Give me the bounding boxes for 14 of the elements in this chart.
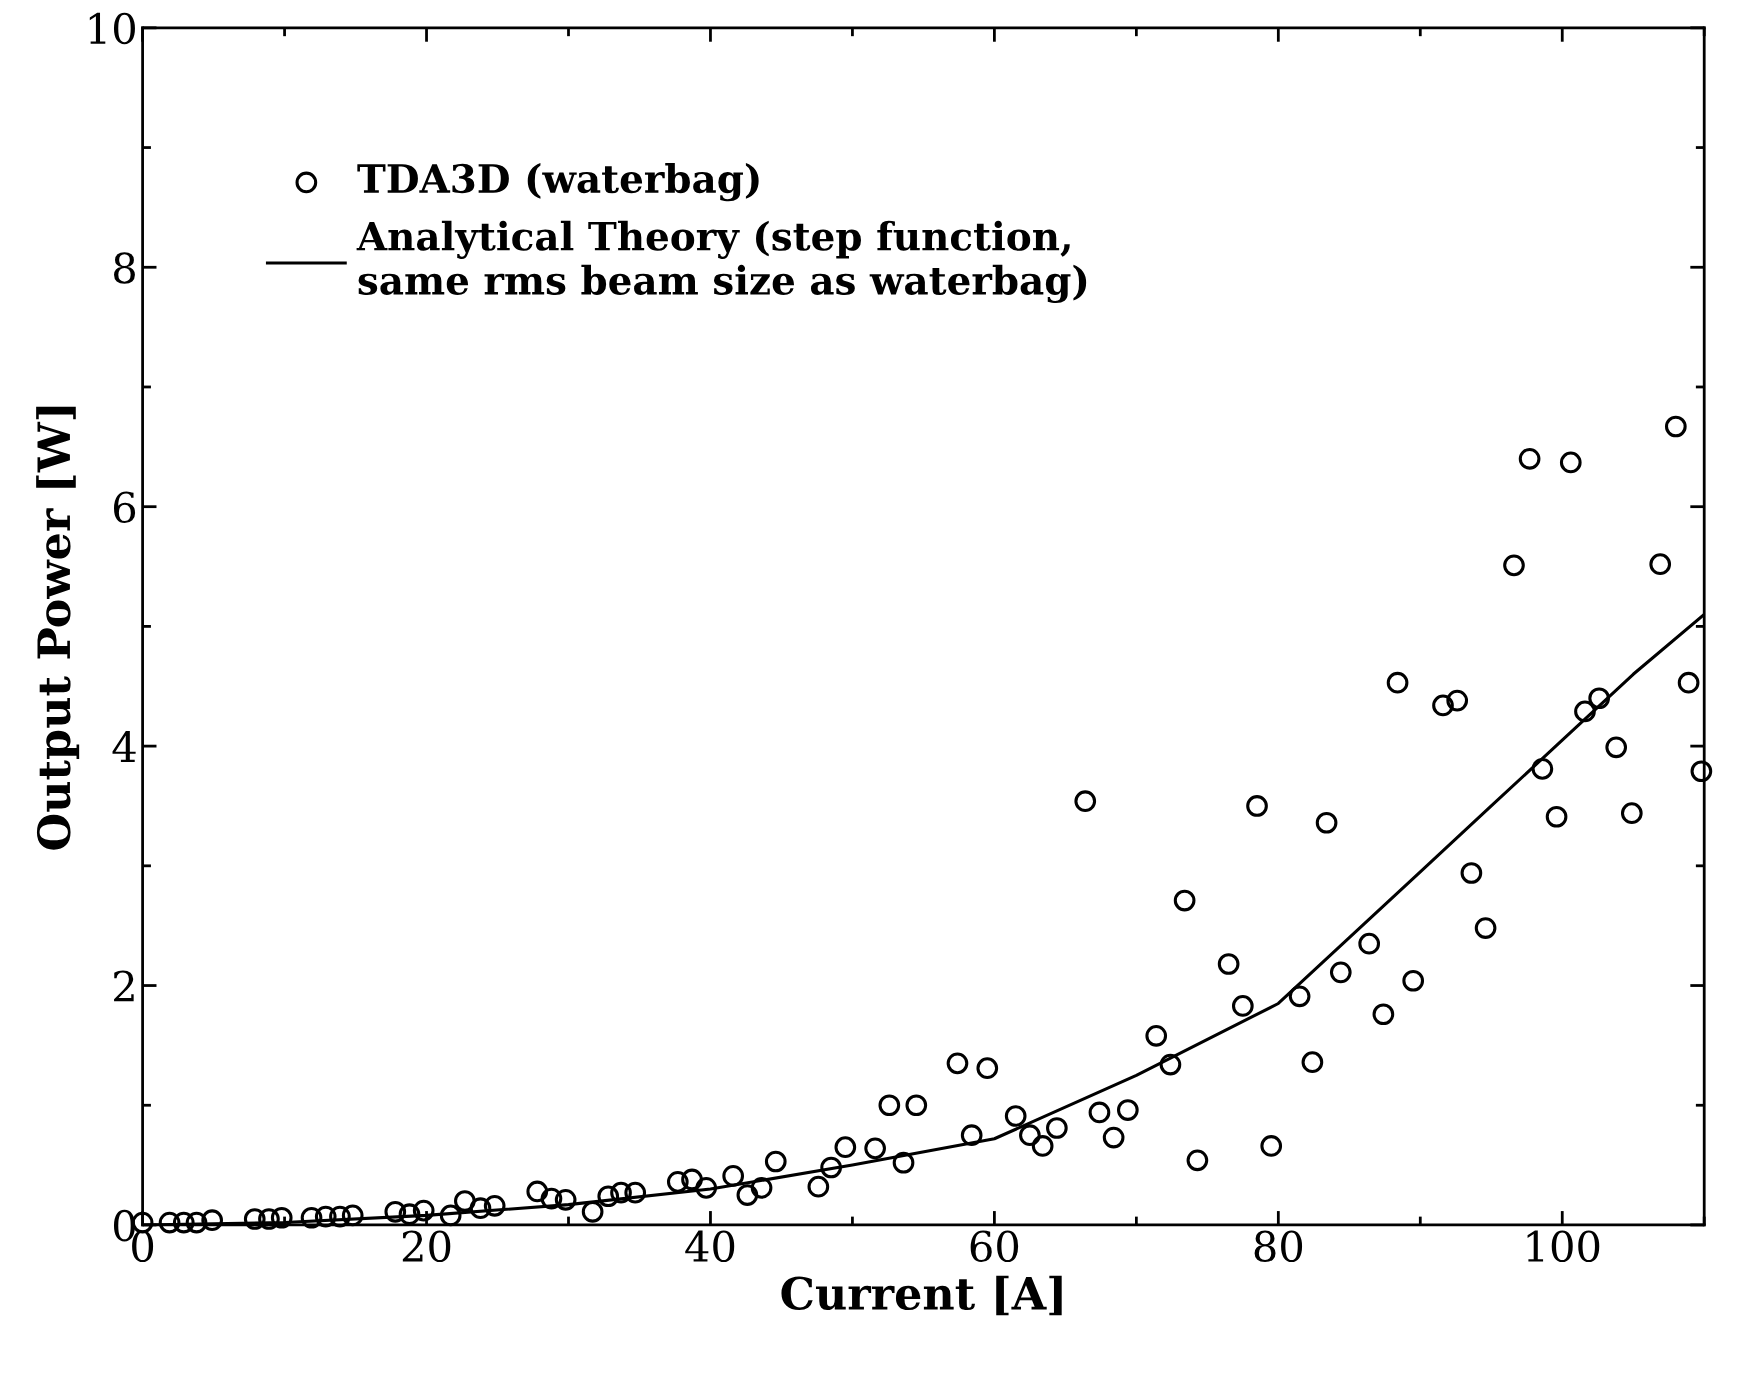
x-tick-label: 100: [1527, 1230, 1600, 1263]
y-axis-title: Output Power [W]: [36, 406, 80, 850]
legend-label: Analytical Theory (step function, same rms beam size as waterbag): [356, 220, 1087, 304]
x-tick-label: 20: [402, 1230, 451, 1263]
x-tick-label: 60: [970, 1230, 1019, 1263]
y-tick-label: 8: [114, 252, 135, 284]
y-tick-label: 4: [112, 731, 136, 762]
y-tick-label: 2: [114, 970, 134, 1002]
x-axis-title: Current [A]: [781, 1275, 1062, 1316]
legend-label: TDA3D (waterbag): [357, 163, 759, 202]
y-tick-label: 6: [114, 491, 136, 524]
x-tick-label: 40: [685, 1230, 735, 1263]
x-tick-label: 80: [1254, 1230, 1303, 1263]
y-tick-label: 10: [89, 12, 135, 45]
